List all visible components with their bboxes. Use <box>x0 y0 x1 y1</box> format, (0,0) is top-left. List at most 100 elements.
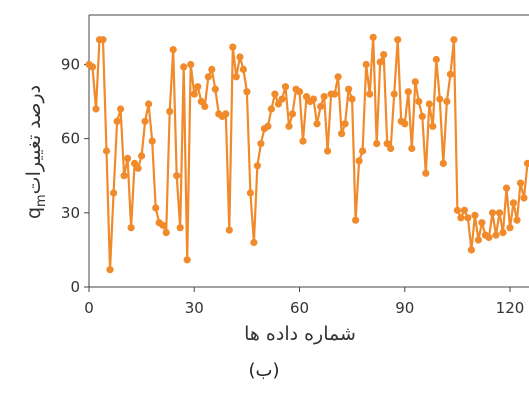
y-tick-label: 90 <box>61 55 80 73</box>
data-point <box>488 209 497 217</box>
data-point <box>348 95 356 103</box>
y-tick-label: 60 <box>61 130 80 148</box>
data-point <box>127 224 135 232</box>
data-point <box>359 147 367 155</box>
data-point <box>257 140 265 148</box>
data-point <box>236 53 244 61</box>
data-point <box>229 43 237 51</box>
data-point <box>190 90 198 98</box>
data-point <box>197 97 205 106</box>
y-tick-label: 0 <box>70 278 80 296</box>
x-axis-title: شماره داده ها <box>244 323 356 345</box>
data-point <box>187 60 195 69</box>
data-point <box>464 214 472 222</box>
data-point <box>152 204 160 212</box>
x-tick-label: 30 <box>185 299 204 317</box>
data-point <box>453 206 461 214</box>
data-point <box>355 157 363 165</box>
data-point <box>211 85 219 93</box>
data-point <box>506 224 514 232</box>
data-point <box>208 65 216 73</box>
data-point <box>446 70 454 78</box>
data-point <box>408 144 416 153</box>
data-point <box>338 130 346 138</box>
data-point <box>401 120 409 128</box>
data-point <box>134 164 142 172</box>
data-point <box>460 206 468 214</box>
x-tick-label: 60 <box>290 299 309 317</box>
data-point <box>110 189 118 197</box>
data-point <box>467 246 475 254</box>
data-point <box>145 100 153 108</box>
data-point <box>250 238 258 247</box>
data-point <box>253 162 261 170</box>
data-point <box>169 46 177 54</box>
data-point <box>513 216 521 224</box>
data-point <box>331 90 339 98</box>
data-point <box>411 78 419 86</box>
x-tick-label: 120 <box>496 299 525 317</box>
x-tick-label: 0 <box>84 299 94 317</box>
data-point <box>432 55 440 64</box>
data-point <box>422 169 430 177</box>
figure-caption: (ب) <box>248 360 279 381</box>
data-point <box>239 65 247 73</box>
data-point <box>204 73 212 81</box>
data-point <box>362 60 370 69</box>
data-point <box>471 211 479 219</box>
data-point <box>436 95 444 103</box>
data-point <box>148 137 156 145</box>
data-point <box>320 93 328 101</box>
data-point <box>509 199 518 207</box>
data-point <box>520 194 528 202</box>
data-point <box>295 88 304 96</box>
data-point <box>99 36 107 44</box>
data-point <box>232 73 240 81</box>
data-point <box>341 120 349 128</box>
data-point <box>425 100 433 108</box>
data-point <box>243 88 251 96</box>
data-point <box>478 219 486 227</box>
data-point <box>285 122 293 130</box>
data-point <box>194 83 202 91</box>
data-point <box>324 147 332 155</box>
data-point <box>418 112 426 120</box>
data-point <box>271 90 279 98</box>
data-point <box>380 51 388 59</box>
data-point <box>394 36 402 44</box>
data-point <box>124 154 132 162</box>
data-point <box>334 73 342 81</box>
data-point <box>162 229 170 237</box>
series-layer <box>85 33 529 274</box>
data-point <box>222 110 230 118</box>
data-point <box>317 102 325 111</box>
data-point <box>523 159 529 167</box>
data-point <box>281 83 290 91</box>
data-point <box>225 226 233 234</box>
data-point <box>102 147 111 155</box>
data-point <box>373 140 381 148</box>
data-point <box>278 95 286 103</box>
data-point <box>183 256 191 264</box>
data-point <box>443 97 451 106</box>
data-point <box>345 85 353 93</box>
data-point <box>313 120 321 128</box>
data-point <box>429 122 437 130</box>
data-point <box>299 137 307 145</box>
data-point <box>88 63 97 71</box>
data-point <box>457 214 465 222</box>
data-point <box>404 88 412 96</box>
y-axis-title: qmدرصد تغییرات <box>23 85 49 219</box>
data-point <box>117 105 125 113</box>
data-point <box>120 172 128 180</box>
data-point <box>267 105 275 113</box>
data-point <box>492 231 500 239</box>
data-point <box>288 110 297 118</box>
data-point <box>138 152 146 160</box>
data-point <box>246 189 254 197</box>
y-axis-title-var: q <box>23 207 45 219</box>
data-point <box>159 221 167 229</box>
data-point <box>516 179 525 187</box>
series-line <box>88 36 529 271</box>
y-axis-title-sub: m <box>34 194 49 207</box>
